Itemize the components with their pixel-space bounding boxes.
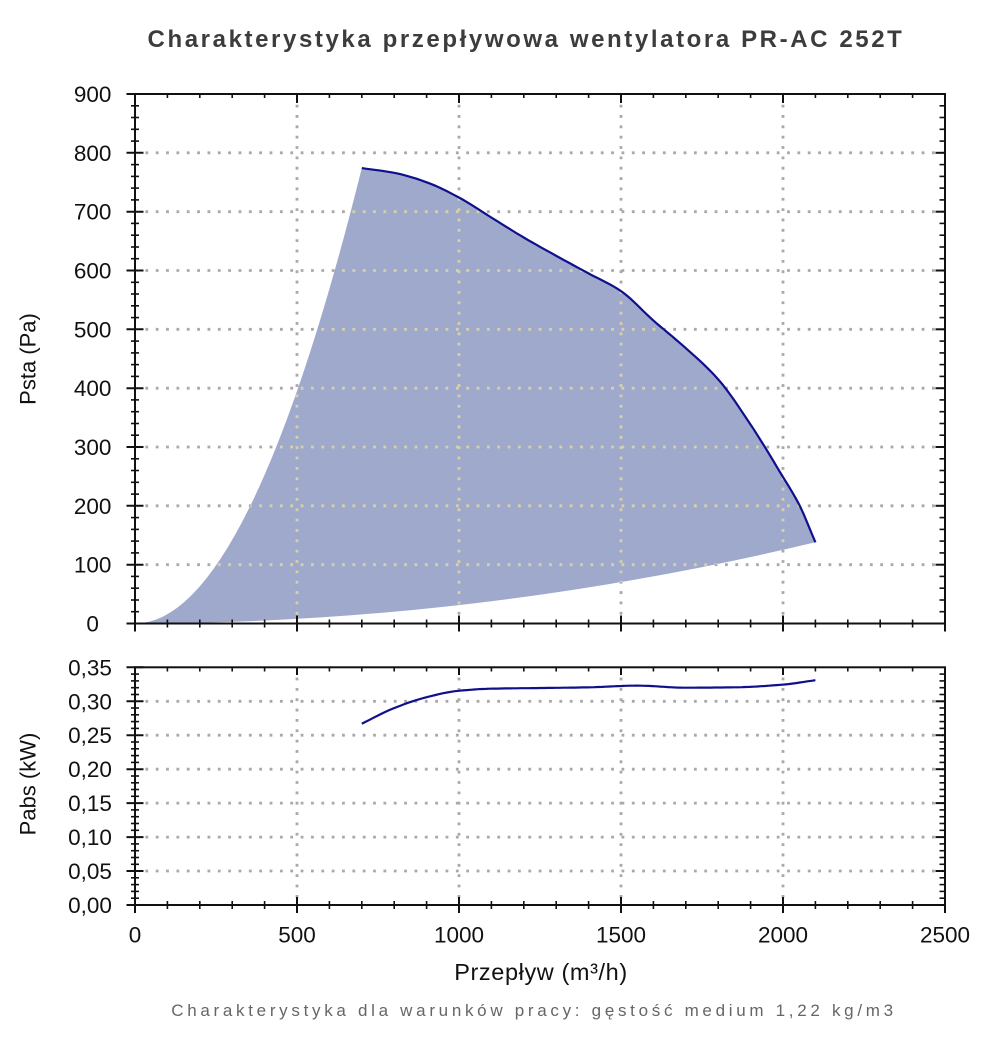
svg-text:500: 500 — [74, 317, 112, 342]
svg-text:1000: 1000 — [434, 923, 484, 948]
svg-text:Psta (Pa): Psta (Pa) — [16, 313, 41, 405]
svg-text:100: 100 — [74, 553, 112, 578]
svg-text:0,05: 0,05 — [68, 859, 112, 884]
svg-text:300: 300 — [74, 435, 112, 460]
svg-text:700: 700 — [74, 200, 112, 225]
svg-text:0,15: 0,15 — [68, 791, 112, 816]
svg-text:500: 500 — [278, 923, 316, 948]
svg-text:0,20: 0,20 — [68, 757, 112, 782]
svg-text:0,25: 0,25 — [68, 723, 112, 748]
svg-text:0,30: 0,30 — [68, 689, 112, 714]
svg-text:2000: 2000 — [758, 923, 808, 948]
svg-text:600: 600 — [74, 259, 112, 284]
svg-text:400: 400 — [74, 376, 112, 401]
svg-text:Charakterystyka dla warunków p: Charakterystyka dla warunków pracy: gęst… — [171, 1001, 897, 1020]
svg-text:1500: 1500 — [596, 923, 646, 948]
svg-text:Przepływ (m³/h): Przepływ (m³/h) — [454, 959, 628, 985]
svg-text:800: 800 — [74, 141, 112, 166]
svg-text:2500: 2500 — [920, 923, 970, 948]
svg-text:200: 200 — [74, 494, 112, 519]
svg-text:0: 0 — [129, 923, 142, 948]
svg-text:0,10: 0,10 — [68, 825, 112, 850]
svg-text:Charakterystyka przepływowa we: Charakterystyka przepływowa wentylatora … — [148, 26, 905, 53]
svg-text:0: 0 — [86, 612, 99, 637]
svg-text:900: 900 — [74, 82, 112, 107]
svg-text:0,35: 0,35 — [68, 655, 112, 680]
svg-text:0,00: 0,00 — [68, 893, 112, 918]
svg-text:Pabs (kW): Pabs (kW) — [16, 733, 41, 836]
